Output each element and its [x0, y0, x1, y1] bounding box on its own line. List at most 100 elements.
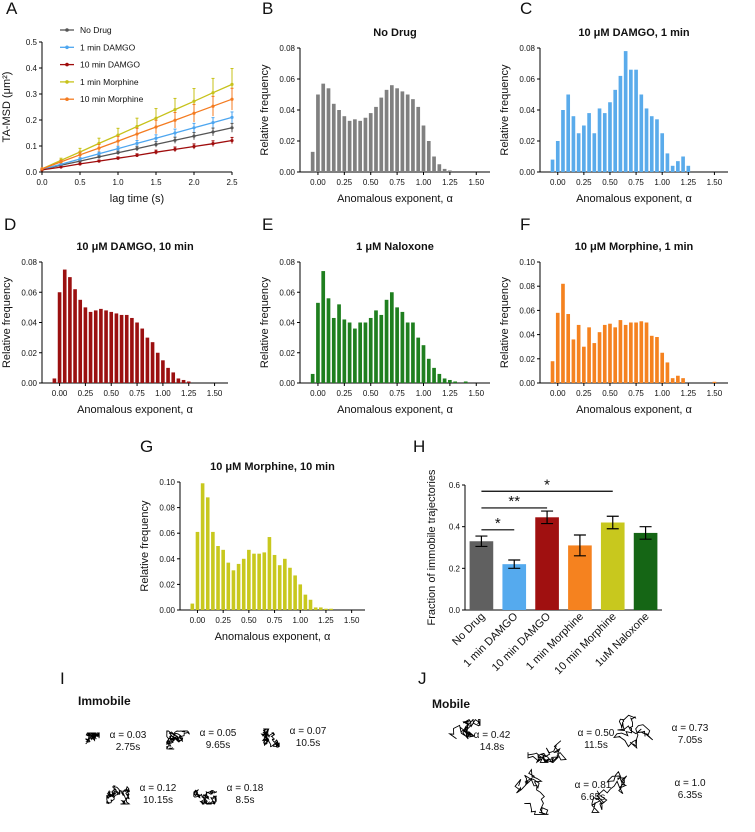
y-tick-label: 0.10	[159, 478, 175, 487]
y-tick-label: 0.04	[279, 319, 295, 328]
bar	[379, 97, 384, 172]
bar	[283, 558, 287, 610]
bar	[555, 312, 560, 383]
y-axis-label: Relative frequency	[259, 64, 271, 156]
x-tick-label: 0.75	[389, 178, 405, 187]
bar	[119, 314, 124, 383]
panel-label: I	[60, 669, 65, 688]
x-tick-label: 1.25	[442, 389, 458, 398]
point	[173, 131, 177, 135]
bar	[257, 553, 261, 610]
x-tick-label: 2.0	[188, 178, 200, 187]
y-tick-label: 0.4	[449, 523, 461, 532]
bar	[437, 164, 442, 172]
point	[135, 147, 139, 151]
bar	[592, 133, 597, 172]
bar	[195, 531, 200, 610]
x-tick-label: 0.25	[337, 178, 353, 187]
y-tick-label: 0.6	[449, 481, 461, 490]
bar	[582, 346, 586, 383]
bar	[353, 328, 357, 383]
bar	[135, 322, 139, 383]
bar	[576, 133, 581, 172]
legend-label: 1 min DAMGO	[80, 42, 136, 52]
bar	[288, 567, 292, 610]
y-axis-label: Relative frequency	[259, 276, 271, 368]
bar	[216, 546, 220, 610]
y-tick-label: 0.10	[519, 258, 535, 267]
bar	[644, 322, 649, 383]
bar	[416, 337, 421, 383]
bar	[608, 102, 612, 172]
bar	[303, 594, 308, 610]
bar	[618, 75, 623, 172]
bar	[416, 106, 421, 172]
point	[192, 99, 196, 103]
bar	[655, 337, 659, 383]
duration-label: 8.5s	[236, 795, 255, 806]
x-tick-label: 0.75	[389, 389, 405, 398]
bar	[623, 51, 628, 172]
bar	[395, 88, 399, 172]
bar	[310, 373, 315, 383]
bar	[463, 381, 468, 383]
bar	[316, 94, 320, 172]
bar	[555, 141, 560, 172]
point	[59, 165, 63, 169]
x-tick-label: 1.25	[681, 178, 697, 187]
x-tick-label: 1.50	[344, 616, 360, 625]
bar	[321, 271, 326, 383]
bar	[337, 304, 341, 383]
legend-marker	[65, 28, 69, 32]
y-tick-label: 0.00	[519, 379, 535, 388]
point	[192, 134, 196, 138]
bar	[676, 161, 680, 172]
y-tick-label: 0.08	[21, 258, 37, 267]
x-tick-label: 0.75	[129, 389, 145, 398]
bar	[395, 307, 399, 383]
x-tick-label: 0.50	[241, 616, 257, 625]
trajectory	[166, 730, 190, 750]
x-axis-label: lag time (s)	[110, 193, 164, 205]
bar	[469, 541, 494, 610]
y-tick-label: 0.02	[279, 349, 295, 358]
x-tick-label: 1.00	[155, 389, 171, 398]
bar	[321, 83, 326, 172]
x-tick-label: 1.00	[416, 389, 432, 398]
x-tick-label: 0.50	[363, 178, 379, 187]
bar	[241, 558, 246, 610]
point	[230, 97, 234, 101]
y-axis-label: Relative frequency	[1, 276, 13, 368]
bar	[313, 607, 318, 610]
y-tick-label: 0.08	[519, 282, 535, 291]
bar	[78, 299, 83, 383]
bar	[712, 381, 717, 383]
bar	[442, 168, 447, 172]
bar	[587, 327, 591, 383]
bar	[150, 342, 155, 383]
significance-label: *	[495, 515, 501, 532]
bar	[561, 110, 565, 172]
bar	[618, 320, 623, 383]
bar	[384, 89, 389, 172]
bar	[358, 322, 363, 383]
bar	[426, 141, 431, 172]
bar	[161, 360, 165, 383]
bar	[613, 327, 618, 383]
bar	[231, 570, 236, 610]
panel-title: Mobile	[432, 697, 470, 711]
alpha-label: α = 0.12	[140, 783, 177, 794]
x-tick-label: 1.00	[654, 178, 670, 187]
panel-label: F	[520, 215, 530, 234]
bar	[205, 497, 210, 610]
x-tick-label: 0.25	[337, 389, 353, 398]
point	[211, 91, 215, 95]
duration-label: 7.05s	[678, 735, 702, 746]
bar	[124, 314, 129, 383]
x-tick-label: 0.00	[550, 178, 566, 187]
bar	[566, 314, 571, 383]
point	[116, 133, 120, 137]
y-tick-label: 0.02	[519, 137, 535, 146]
error-bar	[541, 510, 554, 525]
bar	[114, 313, 119, 383]
